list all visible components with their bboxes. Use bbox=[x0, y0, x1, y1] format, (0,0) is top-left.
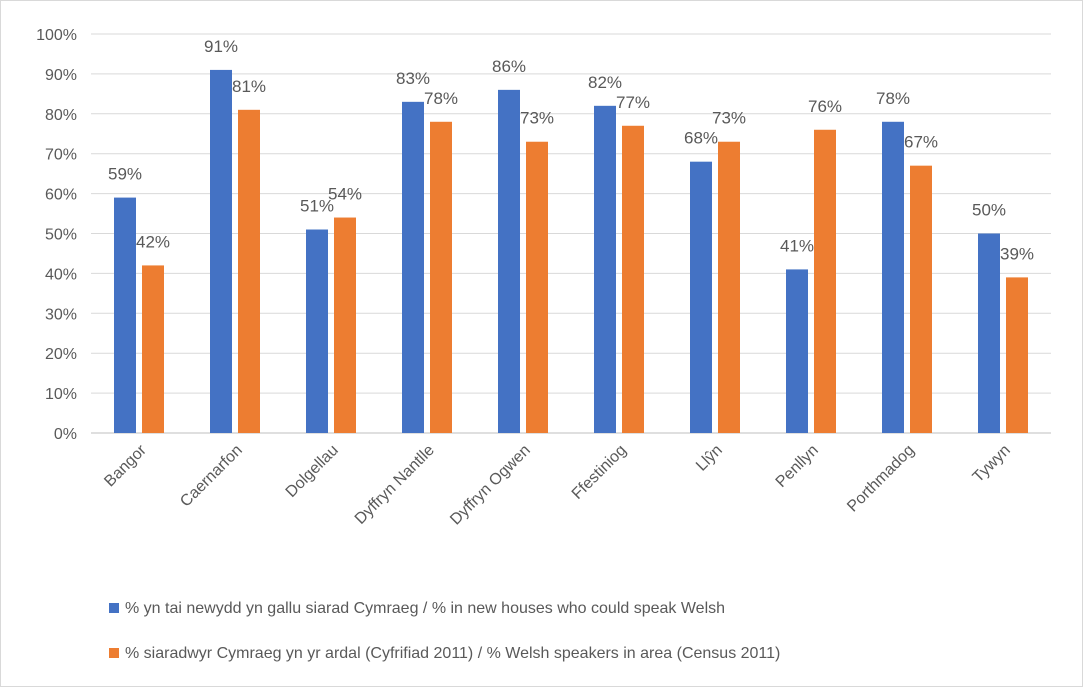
data-label: 51% bbox=[300, 197, 334, 216]
y-tick-label: 100% bbox=[36, 27, 77, 44]
legend-label: % siaradwyr Cymraeg yn yr ardal (Cyfrifi… bbox=[125, 645, 780, 662]
y-tick-label: 30% bbox=[45, 306, 77, 323]
bar-series-2 bbox=[238, 109, 260, 433]
data-label: 82% bbox=[588, 73, 622, 92]
bar-series-1 bbox=[210, 69, 232, 433]
x-tick-label: Penllyn bbox=[773, 442, 822, 491]
data-label: 78% bbox=[876, 89, 910, 108]
bar-series-2 bbox=[622, 125, 644, 434]
y-tick-label: 50% bbox=[45, 227, 77, 244]
bar-series-2 bbox=[142, 265, 164, 433]
x-tick-label: Bangor bbox=[101, 441, 150, 490]
data-label: 67% bbox=[904, 133, 938, 152]
x-tick-label: Dolgellau bbox=[283, 442, 342, 501]
bars bbox=[114, 69, 1028, 434]
data-labels: 59%42%91%81%51%54%83%78%86%73%82%77%68%7… bbox=[108, 37, 1034, 263]
data-label: 50% bbox=[972, 201, 1006, 220]
x-tick-label: Dyffryn Nantlle bbox=[352, 442, 438, 528]
data-label: 59% bbox=[108, 165, 142, 184]
legend-label: % yn tai newydd yn gallu siarad Cymraeg … bbox=[125, 600, 725, 617]
legend-swatch bbox=[109, 603, 119, 613]
y-tick-label: 70% bbox=[45, 147, 77, 164]
y-tick-label: 10% bbox=[45, 386, 77, 403]
data-label: 54% bbox=[328, 185, 362, 204]
x-tick-label: Dyffryn Ogwen bbox=[447, 442, 534, 529]
legend-swatch bbox=[109, 648, 119, 658]
bar-series-2 bbox=[430, 121, 452, 433]
x-tick-label: Ffestiniog bbox=[569, 442, 630, 503]
y-tick-label: 60% bbox=[45, 187, 77, 204]
y-tick-label: 0% bbox=[54, 426, 77, 443]
x-axis: Bangor Caernarfon Dolgellau Dyffryn Nantlle… bbox=[101, 441, 1014, 528]
bar-series-1 bbox=[978, 233, 1000, 433]
y-axis: 0% 10% 20% 30% 40% 50% 60% 70% 80% 90% 100% bbox=[36, 27, 77, 443]
data-label: 77% bbox=[616, 93, 650, 112]
data-label: 68% bbox=[684, 129, 718, 148]
data-label: 86% bbox=[492, 57, 526, 76]
x-tick-label: Porthmadog bbox=[844, 442, 918, 516]
bar-series-2 bbox=[910, 165, 932, 434]
bar-series-2 bbox=[526, 141, 548, 434]
data-label: 91% bbox=[204, 37, 238, 56]
bar-series-1 bbox=[306, 229, 328, 433]
data-label: 41% bbox=[780, 236, 814, 255]
bar-series-1 bbox=[402, 101, 424, 433]
bar-series-1 bbox=[594, 105, 616, 433]
bar-series-2 bbox=[334, 217, 356, 433]
bar-series-1 bbox=[786, 269, 808, 433]
data-label: 39% bbox=[1000, 244, 1034, 263]
data-label: 83% bbox=[396, 69, 430, 88]
bar-series-1 bbox=[690, 161, 712, 433]
x-tick-label: Caernarfon bbox=[177, 442, 246, 511]
x-tick-label: Llŷn bbox=[693, 442, 726, 475]
y-tick-label: 90% bbox=[45, 67, 77, 84]
data-label: 76% bbox=[808, 97, 842, 116]
x-tick-label: Tywyn bbox=[970, 442, 1014, 486]
bar-series-2 bbox=[718, 141, 740, 434]
bar-series-1 bbox=[498, 89, 520, 434]
bar-series-1 bbox=[882, 121, 904, 433]
bar-series-2 bbox=[814, 129, 836, 433]
data-label: 42% bbox=[136, 232, 170, 251]
y-tick-label: 80% bbox=[45, 107, 77, 124]
y-tick-label: 20% bbox=[45, 346, 77, 363]
bar-series-2 bbox=[1006, 277, 1028, 433]
bar-series-1 bbox=[114, 197, 136, 433]
data-label: 73% bbox=[520, 109, 554, 128]
legend: % yn tai newydd yn gallu siarad Cymraeg … bbox=[109, 600, 780, 662]
data-label: 73% bbox=[712, 109, 746, 128]
data-label: 78% bbox=[424, 89, 458, 108]
data-label: 81% bbox=[232, 77, 266, 96]
y-tick-label: 40% bbox=[45, 266, 77, 283]
